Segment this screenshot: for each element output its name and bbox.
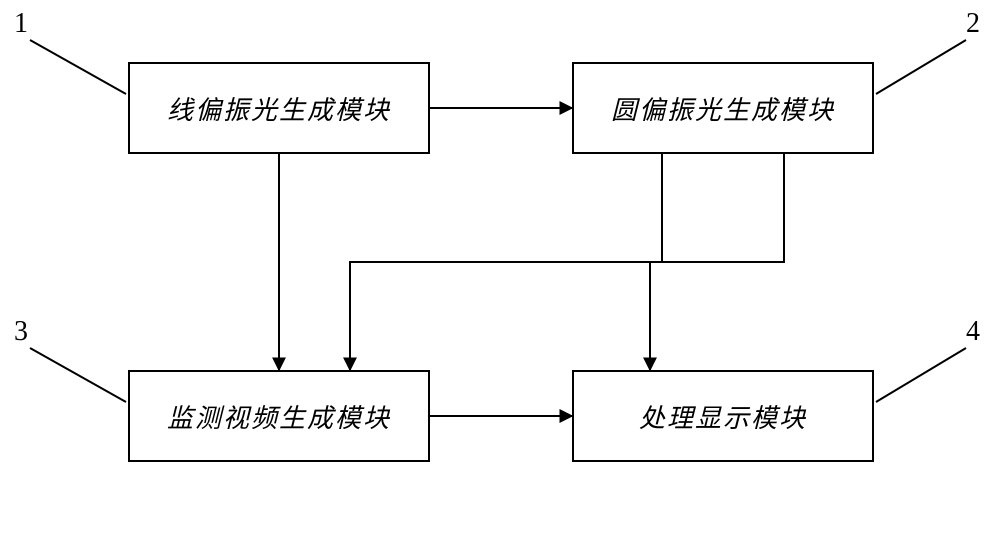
node-monitoring-video-gen: 监测视频生成模块: [128, 370, 430, 462]
node-label: 线偏振光生成模块: [167, 90, 391, 127]
node-circular-polarized-light-gen: 圆偏振光生成模块: [572, 62, 874, 154]
marker-2: 2: [966, 8, 980, 40]
node-label: 处理显示模块: [639, 398, 807, 435]
marker-3: 3: [14, 316, 28, 348]
node-label: 圆偏振光生成模块: [611, 90, 835, 127]
node-label: 监测视频生成模块: [167, 398, 391, 435]
node-linear-polarized-light-gen: 线偏振光生成模块: [128, 62, 430, 154]
marker-1: 1: [14, 8, 28, 40]
marker-4: 4: [966, 316, 980, 348]
diagram-canvas: 线偏振光生成模块 圆偏振光生成模块 监测视频生成模块 处理显示模块 1 2 3 …: [0, 0, 1000, 553]
node-processing-display: 处理显示模块: [572, 370, 874, 462]
